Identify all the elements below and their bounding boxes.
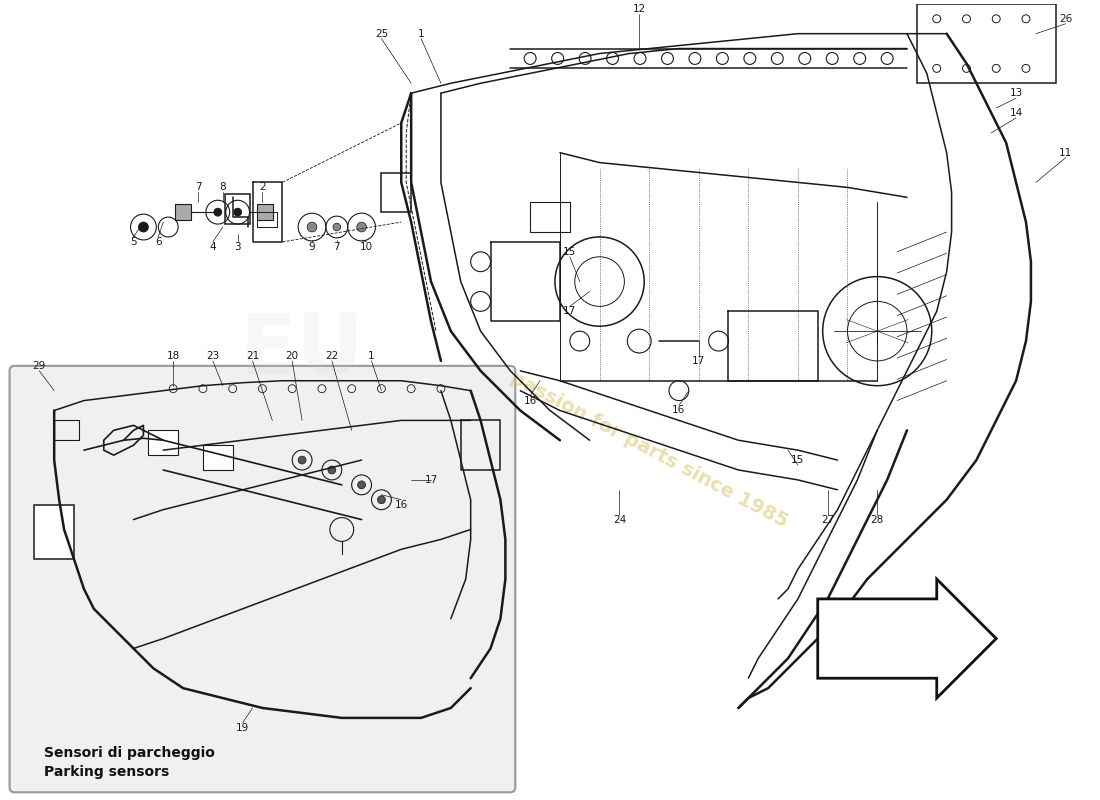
Text: 28: 28 [870,514,884,525]
Bar [54,421,79,440]
Text: 22: 22 [326,351,339,361]
Text: 15: 15 [791,455,804,465]
Text: 8: 8 [220,182,227,192]
Text: 18: 18 [166,351,179,361]
Text: 1: 1 [418,29,425,38]
Text: 9: 9 [309,242,316,252]
Text: 17: 17 [692,356,705,366]
Circle shape [307,222,317,232]
Text: 16: 16 [395,500,408,510]
Bar [257,212,277,227]
Circle shape [356,222,366,232]
Bar [34,505,74,559]
Circle shape [333,223,341,231]
Circle shape [139,222,148,232]
Text: 19: 19 [236,723,250,733]
Text: 10: 10 [360,242,373,252]
Text: 17: 17 [425,475,438,485]
Text: 14: 14 [1010,108,1023,118]
Bar [224,194,250,224]
Text: 13: 13 [1010,88,1023,98]
Text: EU: EU [240,310,364,391]
Circle shape [377,496,385,504]
Bar [382,173,411,212]
Text: 5: 5 [130,237,136,247]
Text: 7: 7 [333,242,340,252]
Text: 3: 3 [234,242,241,252]
Text: Sensori di parcheggio: Sensori di parcheggio [44,746,216,759]
Text: 21: 21 [246,351,260,361]
Text: 16: 16 [524,395,537,406]
Circle shape [358,481,365,489]
Bar [148,430,178,455]
FancyBboxPatch shape [10,366,515,792]
Text: 7: 7 [195,182,201,192]
Text: 20: 20 [286,351,299,361]
Bar [530,202,570,232]
Text: 23: 23 [206,351,220,361]
Text: 27: 27 [821,514,834,525]
Text: 15: 15 [563,247,576,257]
Text: 6: 6 [155,237,162,247]
Circle shape [213,208,222,216]
Text: 11: 11 [1059,148,1072,158]
Text: 4: 4 [209,242,217,252]
Text: passion for parts since 1985: passion for parts since 1985 [507,369,791,532]
Text: 24: 24 [613,514,626,525]
Bar [917,4,1056,83]
Text: 2: 2 [260,182,266,192]
Circle shape [298,456,306,464]
Polygon shape [817,579,997,698]
Text: 1: 1 [368,351,375,361]
Bar [175,204,191,220]
Text: 25: 25 [375,29,388,38]
Text: 29: 29 [33,361,46,371]
Text: Parking sensors: Parking sensors [44,766,169,779]
Bar [202,445,233,470]
Circle shape [233,208,242,216]
Text: 12: 12 [632,4,646,14]
Bar [257,204,273,220]
Text: 26: 26 [1059,14,1072,24]
Text: 16: 16 [672,406,685,415]
Circle shape [328,466,336,474]
Text: 17: 17 [563,306,576,316]
